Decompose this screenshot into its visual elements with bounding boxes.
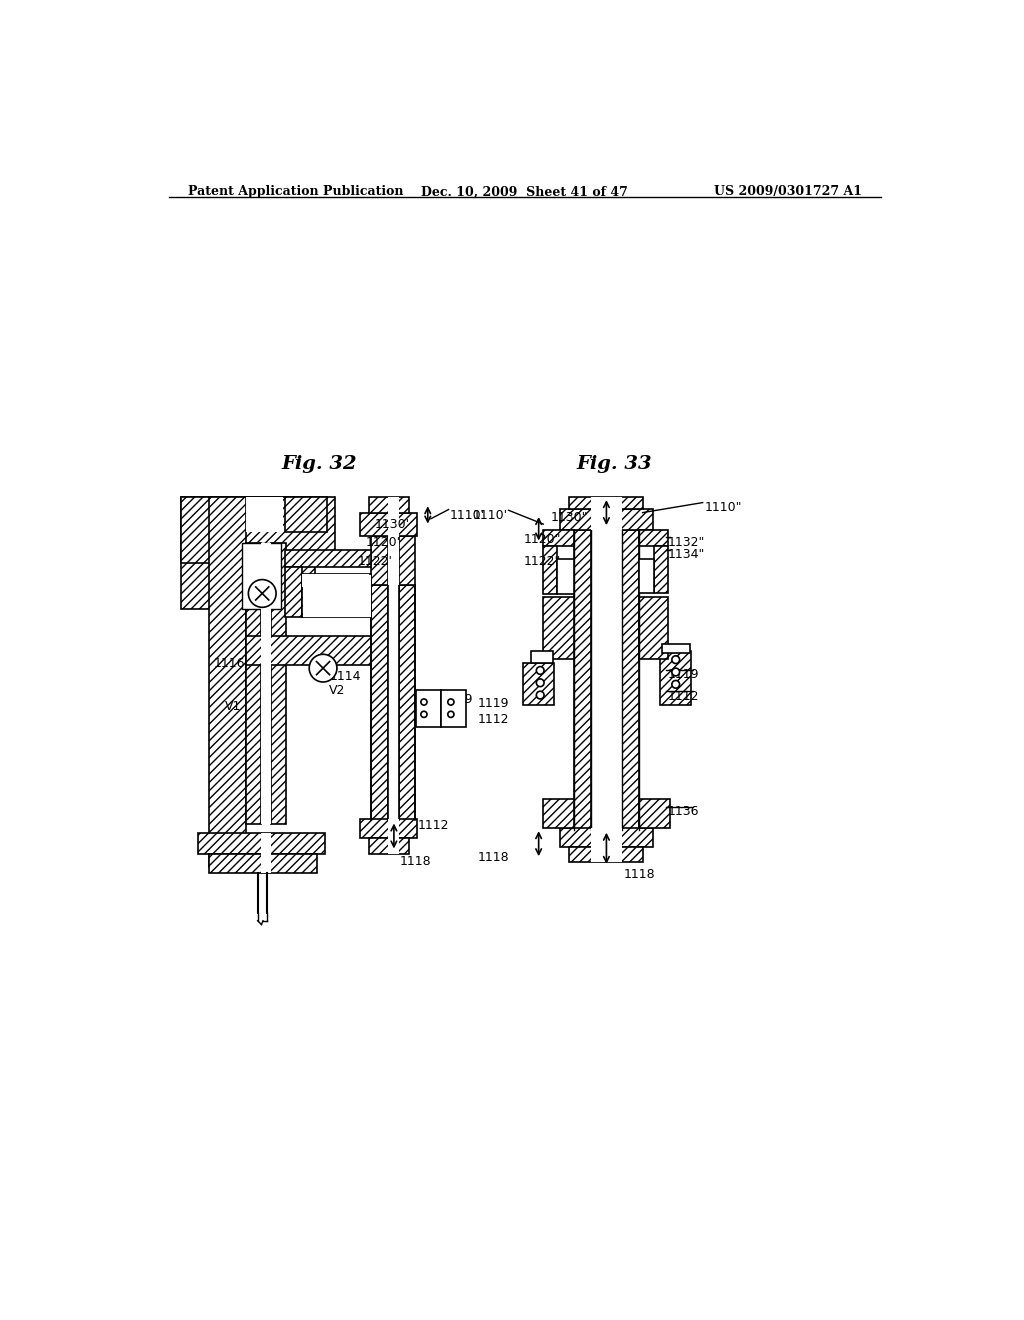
Bar	[560, 829, 652, 847]
Circle shape	[537, 678, 544, 686]
Bar	[654, 546, 668, 593]
Bar	[180, 498, 335, 562]
Text: 1116: 1116	[214, 657, 245, 671]
Circle shape	[421, 700, 427, 705]
Text: 1122": 1122"	[523, 554, 560, 568]
Circle shape	[672, 656, 680, 664]
Bar	[180, 498, 315, 609]
Bar	[388, 536, 398, 585]
Bar	[246, 636, 408, 665]
Bar	[569, 498, 643, 508]
Text: Fig. 32: Fig. 32	[282, 455, 357, 473]
Text: Fig. 33: Fig. 33	[577, 455, 652, 473]
Text: 1120": 1120"	[523, 533, 561, 545]
Bar	[544, 799, 574, 829]
Bar	[398, 536, 416, 585]
Bar	[270, 544, 286, 825]
Bar	[360, 512, 417, 536]
Bar	[261, 544, 270, 825]
Bar	[285, 498, 327, 532]
Text: 1130": 1130"	[550, 511, 588, 524]
Text: 1110': 1110'	[451, 508, 485, 521]
Bar	[199, 833, 326, 854]
Text: 1118: 1118	[400, 855, 432, 869]
Text: 1110': 1110'	[473, 508, 508, 521]
Bar	[209, 854, 316, 873]
Bar	[544, 597, 574, 659]
Circle shape	[537, 692, 544, 700]
Bar	[370, 498, 410, 512]
Text: US 2009/0301727 A1: US 2009/0301727 A1	[714, 185, 862, 198]
Text: 1130': 1130'	[375, 517, 410, 531]
Text: 1120': 1120'	[366, 536, 400, 549]
Bar	[246, 544, 261, 825]
Bar	[285, 566, 301, 618]
Bar	[591, 829, 622, 862]
Circle shape	[309, 655, 337, 682]
Text: 1114: 1114	[330, 671, 360, 684]
Bar	[544, 546, 557, 594]
Text: 1112: 1112	[478, 713, 509, 726]
Bar	[639, 799, 670, 829]
Bar	[523, 663, 554, 705]
Text: 1112: 1112	[418, 818, 450, 832]
Bar	[557, 558, 574, 594]
Text: 1132": 1132"	[668, 536, 706, 549]
Bar	[622, 529, 639, 830]
Bar	[591, 498, 622, 529]
Circle shape	[447, 700, 454, 705]
Text: 1118: 1118	[624, 869, 655, 882]
Bar	[388, 818, 398, 854]
Bar	[209, 498, 246, 867]
Bar	[660, 651, 691, 705]
Bar	[261, 833, 270, 873]
Bar	[662, 644, 689, 653]
Bar	[303, 576, 371, 616]
Bar	[285, 549, 371, 566]
Bar	[301, 574, 370, 586]
Bar	[531, 651, 553, 663]
Bar	[560, 508, 652, 529]
Bar	[639, 529, 668, 546]
Circle shape	[421, 711, 427, 718]
Text: 1119: 1119	[441, 693, 473, 706]
Text: 1136: 1136	[668, 805, 699, 818]
Bar	[360, 818, 417, 838]
Bar	[544, 529, 574, 546]
Circle shape	[249, 579, 276, 607]
Bar	[398, 585, 416, 820]
Bar	[371, 585, 388, 820]
Text: 1112: 1112	[668, 689, 699, 702]
Circle shape	[672, 668, 680, 676]
Text: 1119: 1119	[668, 668, 699, 681]
Bar	[574, 529, 591, 830]
Text: 1134": 1134"	[668, 548, 706, 561]
Text: Dec. 10, 2009  Sheet 41 of 47: Dec. 10, 2009 Sheet 41 of 47	[421, 185, 629, 198]
Circle shape	[447, 711, 454, 718]
Circle shape	[537, 667, 544, 675]
Bar	[569, 847, 643, 862]
Bar	[388, 498, 398, 536]
Bar	[301, 574, 371, 618]
Text: V2: V2	[330, 684, 345, 697]
Bar	[246, 498, 283, 532]
Bar	[441, 689, 466, 726]
Text: V1: V1	[224, 700, 241, 713]
Text: 1122': 1122'	[357, 554, 393, 568]
Bar	[243, 544, 281, 609]
Bar	[639, 597, 668, 659]
Circle shape	[672, 681, 680, 688]
Bar	[591, 529, 622, 830]
Bar	[388, 585, 398, 820]
Text: 1118: 1118	[478, 851, 509, 865]
Bar	[261, 636, 270, 665]
Bar	[370, 838, 410, 854]
Bar	[639, 558, 654, 593]
Text: 1119: 1119	[478, 697, 509, 710]
Bar	[416, 689, 441, 726]
Text: Patent Application Publication: Patent Application Publication	[188, 185, 403, 198]
Text: 1110": 1110"	[705, 502, 741, 513]
Bar	[371, 536, 388, 585]
